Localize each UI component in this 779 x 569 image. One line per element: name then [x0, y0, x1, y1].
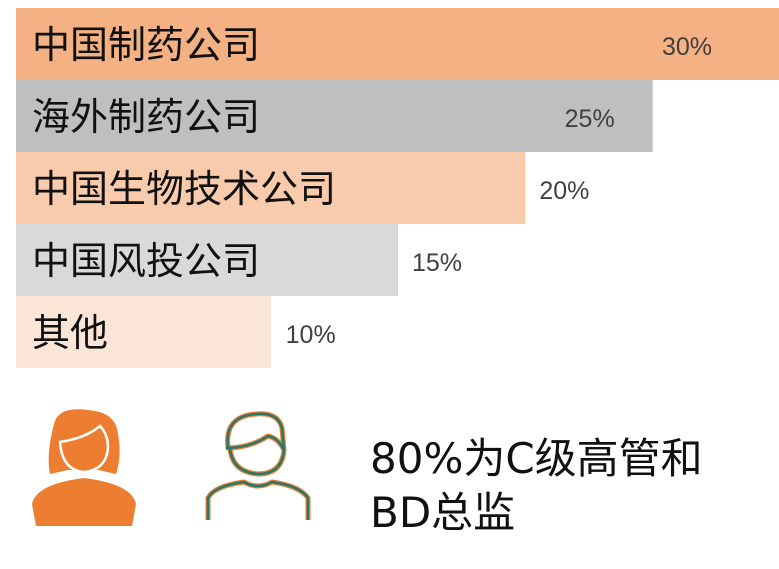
category-label: 中国制药公司 — [32, 23, 260, 67]
value-label: 15% — [412, 249, 462, 277]
woman-icon — [32, 409, 136, 526]
category-label: 中国风投公司 — [32, 239, 260, 283]
bar — [16, 80, 653, 152]
man-outline-icon — [205, 411, 311, 520]
value-label: 20% — [539, 177, 589, 205]
bar — [16, 8, 779, 80]
bar — [16, 152, 526, 224]
category-label: 其他 — [32, 311, 108, 355]
bar-chart: 中国制药公司 30% 海外制药公司 25% 中国生物技术公司 20% 中国风投公司 15% 其他… — [16, 8, 779, 368]
bar — [16, 224, 398, 296]
value-label: 30% — [662, 33, 712, 61]
caption: 80%为C级高管和 BD总监 — [370, 432, 703, 540]
bar — [16, 296, 271, 368]
caption-line-2: BD总监 — [370, 488, 516, 537]
value-label: 25% — [565, 105, 615, 133]
category-label: 中国生物技术公司 — [32, 167, 336, 211]
value-label: 10% — [286, 321, 336, 349]
category-label: 海外制药公司 — [32, 95, 260, 139]
caption-line-1: 80%为C级高管和 — [370, 434, 703, 483]
